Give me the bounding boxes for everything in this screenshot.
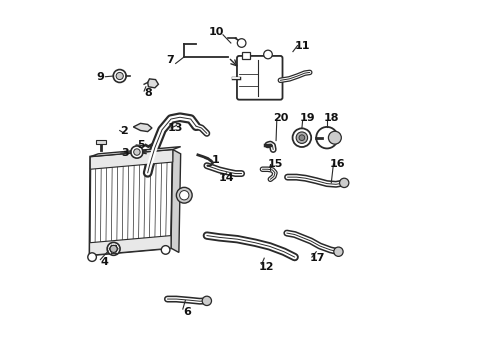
- Text: 12: 12: [259, 262, 274, 272]
- Text: 6: 6: [183, 307, 191, 316]
- Bar: [96, 140, 106, 144]
- FancyBboxPatch shape: [237, 56, 282, 100]
- Text: 18: 18: [323, 113, 338, 123]
- Text: 17: 17: [308, 253, 324, 263]
- Circle shape: [133, 149, 140, 155]
- Polygon shape: [90, 149, 172, 169]
- Text: 9: 9: [96, 72, 104, 82]
- Polygon shape: [89, 235, 171, 255]
- Polygon shape: [89, 149, 172, 255]
- Circle shape: [263, 50, 272, 59]
- Circle shape: [292, 129, 310, 147]
- Polygon shape: [90, 147, 180, 157]
- Circle shape: [110, 245, 117, 252]
- Text: 1: 1: [211, 155, 219, 165]
- Circle shape: [339, 178, 348, 188]
- Bar: [242, 51, 249, 59]
- Circle shape: [333, 247, 343, 256]
- Polygon shape: [133, 123, 152, 132]
- Text: 19: 19: [299, 113, 314, 123]
- Polygon shape: [147, 79, 158, 88]
- Text: 14: 14: [218, 173, 234, 183]
- Circle shape: [179, 190, 188, 200]
- Text: 11: 11: [294, 41, 310, 50]
- Text: 8: 8: [144, 88, 152, 98]
- Circle shape: [202, 296, 211, 306]
- Circle shape: [113, 69, 126, 82]
- Text: 2: 2: [120, 126, 128, 135]
- Circle shape: [296, 132, 307, 143]
- Text: 3: 3: [122, 148, 129, 158]
- Circle shape: [328, 131, 341, 144]
- Text: 4: 4: [101, 257, 108, 267]
- Circle shape: [298, 135, 304, 140]
- Circle shape: [116, 72, 123, 80]
- Circle shape: [237, 39, 245, 47]
- Text: 7: 7: [166, 55, 173, 65]
- Text: 20: 20: [273, 113, 288, 123]
- Text: 13: 13: [167, 123, 183, 133]
- Circle shape: [88, 253, 96, 261]
- Circle shape: [176, 187, 192, 203]
- Circle shape: [316, 127, 337, 148]
- Text: 5: 5: [137, 140, 144, 150]
- Text: 16: 16: [329, 159, 345, 169]
- Text: 15: 15: [267, 159, 283, 169]
- Text: 10: 10: [208, 27, 224, 37]
- Polygon shape: [171, 149, 180, 252]
- Circle shape: [161, 246, 169, 254]
- Circle shape: [131, 146, 142, 158]
- Circle shape: [107, 242, 120, 255]
